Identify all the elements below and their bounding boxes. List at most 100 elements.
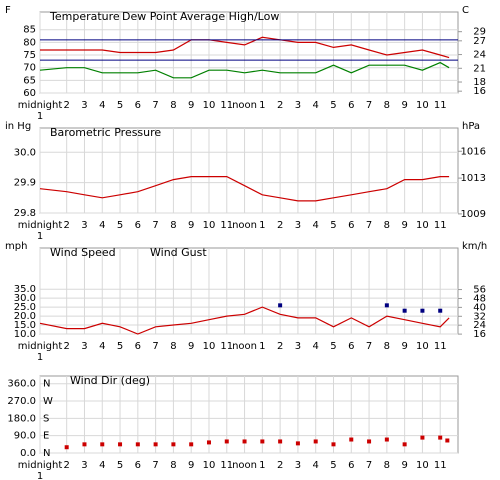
y2-tick-label: 29 <box>473 27 486 38</box>
x-tick-label: 11 <box>220 341 233 352</box>
x-tick-label: 3 <box>295 341 301 352</box>
x-tick-label: 7 <box>366 341 372 352</box>
x-tick-label: 6 <box>135 341 141 352</box>
point <box>189 442 194 447</box>
x-tick-label: 6 <box>135 460 141 471</box>
point <box>242 439 247 444</box>
y-tick-label: 15.0 <box>14 320 36 331</box>
y-tick-label: 60 <box>23 88 36 99</box>
x-tick-label: 3 <box>295 460 301 471</box>
y-tick-label: 70 <box>23 63 36 74</box>
direction-label: E <box>43 431 49 442</box>
point <box>224 439 229 444</box>
x-tick-label: 11 <box>434 341 447 352</box>
y2-tick-label: 40 <box>473 302 486 313</box>
x-tick-label: 10 <box>203 100 216 111</box>
y2-tick-label: 1016 <box>461 146 486 157</box>
x-tick-sublabel: 1 <box>37 111 43 122</box>
x-tick-label: 8 <box>384 100 390 111</box>
y-tick-label: 80 <box>23 37 36 48</box>
x-tick-label: 10 <box>203 460 216 471</box>
y-unit: F <box>5 5 11 16</box>
y-tick-label: 85 <box>23 25 36 36</box>
direction-label: W <box>43 396 53 407</box>
point <box>82 442 87 447</box>
x-tick-label: midnight <box>18 100 63 111</box>
point <box>100 442 105 447</box>
point <box>64 445 69 450</box>
point <box>260 439 265 444</box>
point <box>420 308 425 313</box>
plot-area <box>39 11 459 94</box>
y2-tick-label: 48 <box>473 293 486 304</box>
x-tick-label: 6 <box>348 341 354 352</box>
x-tick-label: 7 <box>152 100 158 111</box>
x-tick-label: 7 <box>366 460 372 471</box>
x-tick-label: 3 <box>81 460 87 471</box>
x-tick-label: 9 <box>401 220 407 231</box>
x-tick-label: 10 <box>416 220 429 231</box>
x-tick-sublabel: 1 <box>37 471 43 480</box>
x-tick-label: 6 <box>135 220 141 231</box>
direction-label: S <box>43 413 49 424</box>
x-tick-label: 2 <box>63 220 69 231</box>
x-tick-label: 2 <box>277 460 283 471</box>
y2-tick-label: 27 <box>473 36 486 47</box>
x-tick-label: 4 <box>313 460 319 471</box>
x-tick-label: 10 <box>416 341 429 352</box>
legend-entry: Dew Point <box>122 10 178 23</box>
x-tick-label: noon <box>232 100 257 111</box>
x-tick-label: 10 <box>416 100 429 111</box>
y-tick-label: 10.0 <box>14 329 36 340</box>
x-tick-label: midnight <box>18 460 63 471</box>
point <box>118 442 123 447</box>
legend-entry: Wind Speed <box>50 246 116 259</box>
x-tick-label: 7 <box>366 220 372 231</box>
point <box>313 439 318 444</box>
x-tick-label: 6 <box>348 100 354 111</box>
x-tick-label: 6 <box>135 100 141 111</box>
x-tick-label: 1 <box>259 460 265 471</box>
x-tick-label: 5 <box>117 100 123 111</box>
y2-tick-label: 1009 <box>461 209 486 220</box>
x-tick-label: 9 <box>401 100 407 111</box>
x-tick-label: noon <box>232 341 257 352</box>
x-tick-label: 11 <box>434 460 447 471</box>
direction-label: N <box>43 448 50 459</box>
x-tick-label: 2 <box>277 100 283 111</box>
x-tick-label: 9 <box>188 100 194 111</box>
x-tick-label: 5 <box>330 220 336 231</box>
x-tick-label: 2 <box>63 341 69 352</box>
x-tick-label: 8 <box>384 341 390 352</box>
x-tick-label: 7 <box>366 100 372 111</box>
x-tick-label: 9 <box>188 460 194 471</box>
point <box>402 308 407 313</box>
x-tick-label: 2 <box>63 460 69 471</box>
point <box>349 437 354 442</box>
x-tick-label: 3 <box>295 220 301 231</box>
plot-area <box>39 127 459 214</box>
x-tick-label: 10 <box>416 460 429 471</box>
point <box>402 442 407 447</box>
point <box>331 442 336 447</box>
x-tick-label: 8 <box>384 220 390 231</box>
point <box>295 441 300 446</box>
x-tick-label: 4 <box>99 460 105 471</box>
y-tick-label: 30.0 <box>14 293 36 304</box>
x-tick-label: 3 <box>295 100 301 111</box>
x-tick-label: 4 <box>313 100 319 111</box>
y2-tick-label: 1013 <box>461 173 486 184</box>
x-tick-label: 2 <box>277 220 283 231</box>
y-tick-label: 20.0 <box>14 311 36 322</box>
line <box>39 306 450 335</box>
x-tick-label: 5 <box>117 460 123 471</box>
x-tick-label: 10 <box>203 220 216 231</box>
x-tick-label: 2 <box>277 341 283 352</box>
plot-area <box>39 247 459 335</box>
y2-tick-label: 16 <box>473 86 486 97</box>
x-tick-label: 9 <box>188 220 194 231</box>
y2-tick-label: 24 <box>473 320 486 331</box>
x-tick-label: 3 <box>81 341 87 352</box>
y-tick-label: 30.0 <box>14 147 36 158</box>
